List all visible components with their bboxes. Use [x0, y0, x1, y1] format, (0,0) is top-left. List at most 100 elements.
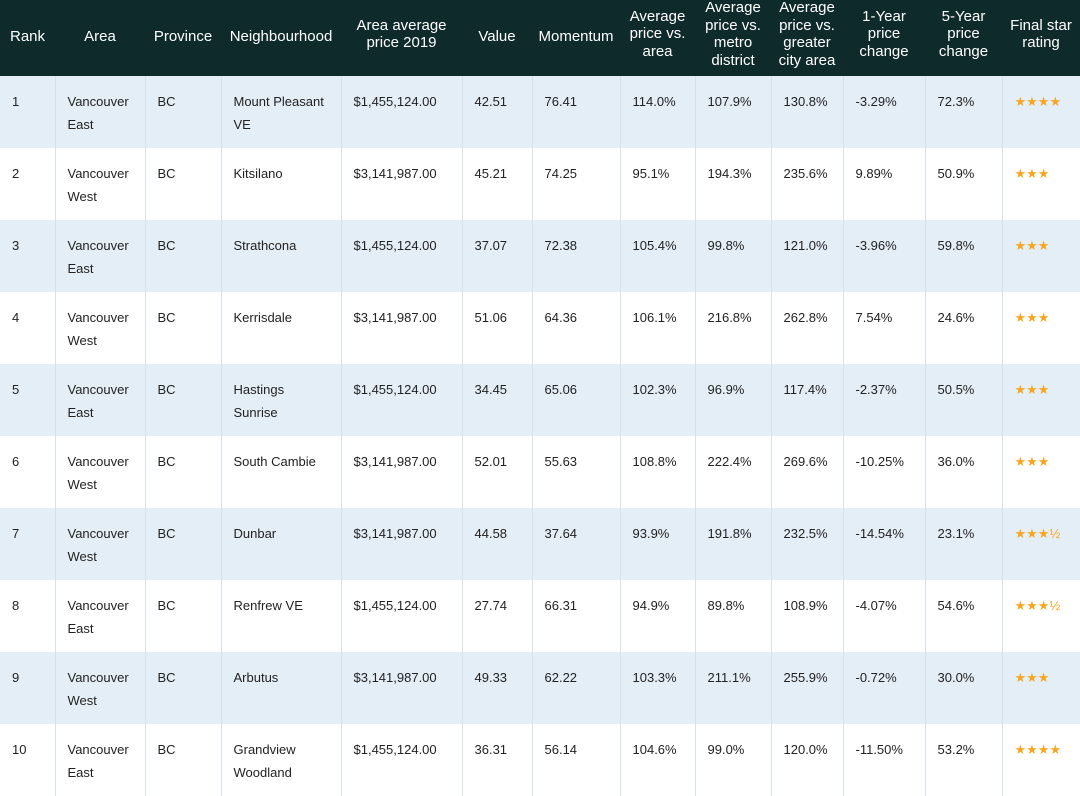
rank-cell: 4 — [0, 292, 56, 364]
column-header-avg_vs_area: Average price vs. area — [620, 0, 695, 76]
column-header-label: 1-Year price change — [859, 7, 909, 60]
value-cell: 37.07 — [462, 220, 533, 292]
one-year-change-cell: -4.07% — [843, 580, 926, 652]
column-header-value: Value — [462, 0, 532, 76]
neighbourhood-cell: Grandview Woodland — [221, 724, 342, 796]
value-cell: 42.51 — [462, 76, 533, 148]
five-year-change-cell: 59.8% — [925, 220, 1003, 292]
value-cell: 45.21 — [462, 148, 533, 220]
avg-vs-area-cell: 114.0% — [620, 76, 696, 148]
rank-cell: 3 — [0, 220, 56, 292]
avg-vs-city-cell: 269.6% — [771, 436, 844, 508]
avg-vs-metro-cell: 194.3% — [695, 148, 772, 220]
five-year-change-cell: 30.0% — [925, 652, 1003, 724]
avg-vs-metro-cell: 99.0% — [695, 724, 772, 796]
value-cell: 49.33 — [462, 652, 533, 724]
column-header-five_year: 5-Year price change — [925, 0, 1002, 76]
area-cell: Vancouver East — [55, 580, 146, 652]
area-cell: Vancouver West — [55, 508, 146, 580]
avg-vs-metro-cell: 99.8% — [695, 220, 772, 292]
five-year-change-cell: 53.2% — [925, 724, 1003, 796]
rank-cell: 2 — [0, 148, 56, 220]
star-rating-cell: ★★★★ — [1014, 94, 1062, 109]
neighbourhood-cell: Dunbar — [221, 508, 342, 580]
one-year-change-cell: -0.72% — [843, 652, 926, 724]
star-rating-cell: ★★★ — [1014, 238, 1050, 253]
column-header-stars: Final star rating — [1002, 0, 1080, 76]
avg-vs-city-cell: 120.0% — [771, 724, 844, 796]
table-row: 1 Vancouver East BC Mount Pleasant VE $1,455… — [0, 76, 1080, 148]
five-year-change-cell: 23.1% — [925, 508, 1003, 580]
one-year-change-cell: 7.54% — [843, 292, 926, 364]
table-row: 8 Vancouver East BC Renfrew VE $1,455,124.00… — [0, 580, 1080, 652]
five-year-change-cell: 54.6% — [925, 580, 1003, 652]
area-average-price-cell: $3,141,987.00 — [341, 148, 463, 220]
column-header-label: Area average price 2019 — [356, 16, 447, 52]
rank-cell: 5 — [0, 364, 56, 436]
column-header-province: Province — [145, 0, 221, 76]
neighbourhood-cell: Hastings Sunrise — [221, 364, 342, 436]
column-header-label: 5-Year price change — [938, 7, 989, 60]
value-cell: 36.31 — [462, 724, 533, 796]
province-cell: BC — [145, 220, 222, 292]
column-header-label: Province — [153, 28, 213, 46]
avg-vs-area-cell: 108.8% — [620, 436, 696, 508]
one-year-change-cell: -3.96% — [843, 220, 926, 292]
rank-cell: 1 — [0, 76, 56, 148]
neighbourhood-cell: Kitsilano — [221, 148, 342, 220]
area-cell: Vancouver West — [55, 652, 146, 724]
table-row: 9 Vancouver West BC Arbutus $3,141,987.00 49.… — [0, 652, 1080, 724]
area-cell: Vancouver West — [55, 292, 146, 364]
star-rating-cell: ★★★ — [1014, 454, 1050, 469]
neighbourhood-cell: Mount Pleasant VE — [221, 76, 342, 148]
neighbourhood-cell: Renfrew VE — [221, 580, 342, 652]
column-header-label: Momentum — [538, 28, 614, 46]
province-cell: BC — [145, 76, 222, 148]
table-row: 3 Vancouver East BC Strathcona $1,455,124.00… — [0, 220, 1080, 292]
star-rating-cell: ★★★½ — [1014, 526, 1061, 541]
momentum-cell: 72.38 — [532, 220, 621, 292]
star-rating-cell: ★★★ — [1014, 166, 1050, 181]
area-cell: Vancouver East — [55, 76, 146, 148]
column-header-avg_vs_city: Average price vs. greater city area — [771, 0, 843, 76]
column-header-label: Average price vs. greater city area — [778, 0, 836, 69]
momentum-cell: 64.36 — [532, 292, 621, 364]
momentum-cell: 74.25 — [532, 148, 621, 220]
area-cell: Vancouver West — [55, 436, 146, 508]
star-rating-cell: ★★★½ — [1014, 598, 1061, 613]
table-row: 7 Vancouver West BC Dunbar $3,141,987.00 44.5… — [0, 508, 1080, 580]
table-row: 5 Vancouver East BC Hastings Sunrise $1,455,… — [0, 364, 1080, 436]
column-header-label: Value — [478, 28, 516, 46]
province-cell: BC — [145, 508, 222, 580]
column-header-label: Average price vs. area — [629, 7, 686, 60]
province-cell: BC — [145, 148, 222, 220]
one-year-change-cell: 9.89% — [843, 148, 926, 220]
area-cell: Vancouver East — [55, 724, 146, 796]
area-cell: Vancouver East — [55, 220, 146, 292]
avg-vs-area-cell: 106.1% — [620, 292, 696, 364]
rank-cell: 6 — [0, 436, 56, 508]
star-rating-cell: ★★★ — [1014, 670, 1050, 685]
momentum-cell: 55.63 — [532, 436, 621, 508]
rank-cell: 10 — [0, 724, 56, 796]
column-header-label: Neighbourhood — [229, 28, 333, 46]
area-average-price-cell: $3,141,987.00 — [341, 436, 463, 508]
column-header-label: Area — [84, 28, 116, 46]
area-average-price-cell: $3,141,987.00 — [341, 292, 463, 364]
one-year-change-cell: -14.54% — [843, 508, 926, 580]
column-header-rank: Rank — [0, 0, 55, 76]
five-year-change-cell: 50.5% — [925, 364, 1003, 436]
avg-vs-city-cell: 255.9% — [771, 652, 844, 724]
avg-vs-area-cell: 94.9% — [620, 580, 696, 652]
area-average-price-cell: $1,455,124.00 — [341, 220, 463, 292]
five-year-change-cell: 50.9% — [925, 148, 1003, 220]
value-cell: 51.06 — [462, 292, 533, 364]
avg-vs-metro-cell: 216.8% — [695, 292, 772, 364]
one-year-change-cell: -2.37% — [843, 364, 926, 436]
five-year-change-cell: 72.3% — [925, 76, 1003, 148]
avg-vs-area-cell: 103.3% — [620, 652, 696, 724]
momentum-cell: 62.22 — [532, 652, 621, 724]
value-cell: 52.01 — [462, 436, 533, 508]
rank-cell: 9 — [0, 652, 56, 724]
